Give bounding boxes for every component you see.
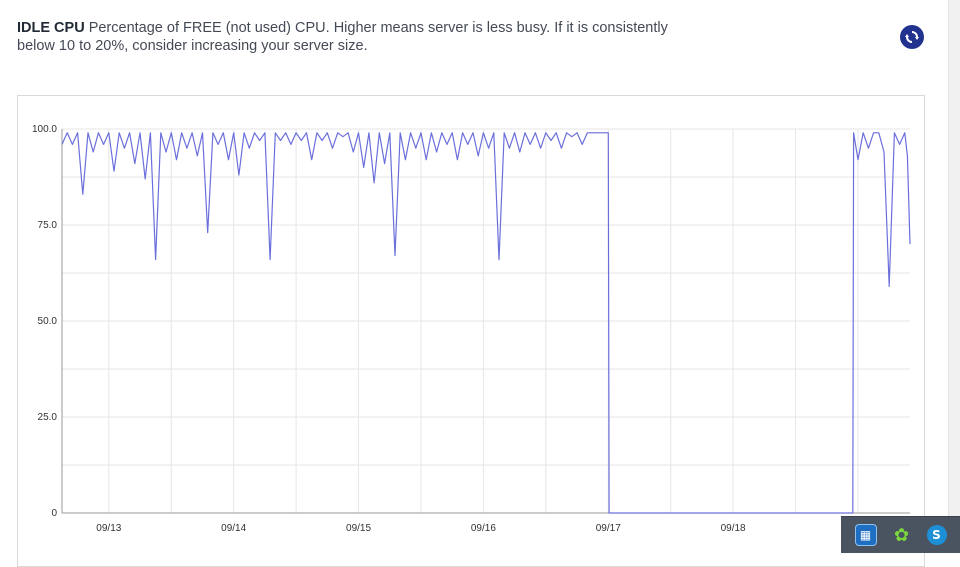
x-tick-label: 09/16 xyxy=(471,523,496,534)
chart-title: IDLE CPU xyxy=(17,20,85,36)
y-tick-label: 75.0 xyxy=(38,220,58,231)
chart-description: IDLE CPU Percentage of FREE (not used) C… xyxy=(17,19,697,55)
x-tick-label: 09/14 xyxy=(221,523,246,534)
x-tick-label: 09/17 xyxy=(596,523,621,534)
skype-icon[interactable]: S xyxy=(926,525,947,545)
x-tick-label: 09/13 xyxy=(96,523,121,534)
y-tick-label: 100.0 xyxy=(32,124,57,135)
chart-description-text: Percentage of FREE (not used) CPU. Highe… xyxy=(17,20,668,54)
flower-icon[interactable]: ✿ xyxy=(893,524,910,546)
series-line xyxy=(61,132,911,514)
y-tick-label: 0 xyxy=(51,508,57,519)
refresh-button[interactable] xyxy=(900,25,924,49)
x-tick-label: 09/15 xyxy=(346,523,371,534)
x-tick-label: 09/18 xyxy=(721,523,746,534)
idle-cpu-chart: 0 25.0 50.0 75.0 100.0 09/13 09/14 09/15 09/16 09… xyxy=(32,124,911,534)
chart-container: 0 25.0 50.0 75.0 100.0 09/13 09/14 09/15 09/16 09… xyxy=(17,95,925,567)
y-tick-label: 50.0 xyxy=(38,316,58,327)
system-tray: ▦ ✿ S xyxy=(841,516,960,553)
y-tick-label: 25.0 xyxy=(38,412,58,423)
skype-letter: S xyxy=(932,528,941,542)
page-scrollbar[interactable] xyxy=(948,0,960,553)
network-icon[interactable]: ▦ xyxy=(854,524,877,546)
refresh-icon xyxy=(905,31,919,43)
